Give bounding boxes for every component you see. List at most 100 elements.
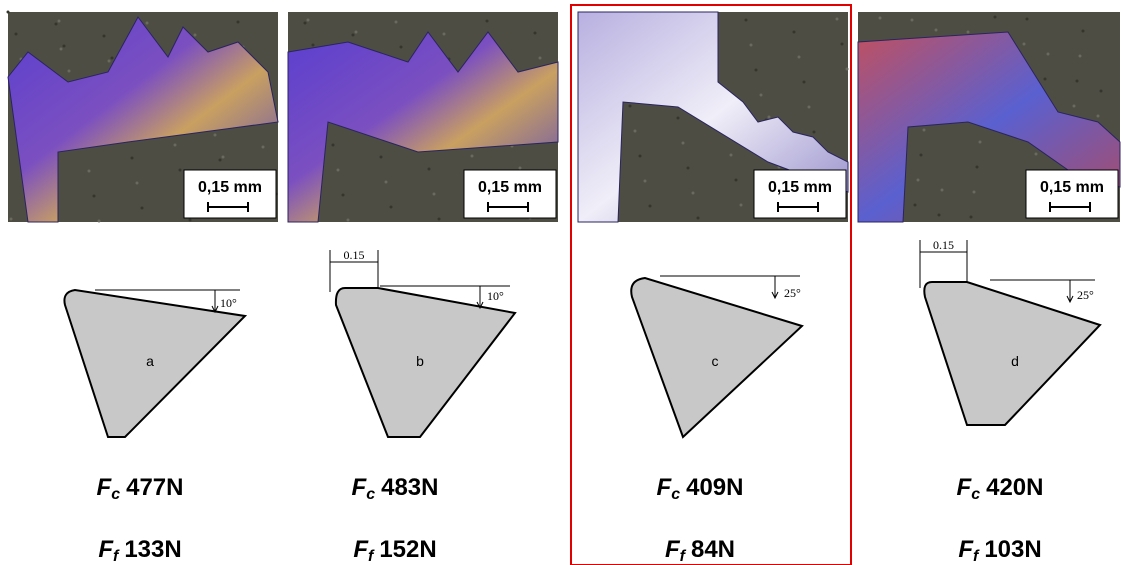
texture-speck xyxy=(332,144,335,147)
force-fc: Fc409N xyxy=(657,474,744,503)
texture-speck xyxy=(222,156,225,159)
texture-speck xyxy=(174,144,177,147)
texture-speck xyxy=(745,19,748,22)
texture-speck xyxy=(914,204,917,207)
texture-speck xyxy=(1079,55,1082,58)
force-value: 103N xyxy=(984,536,1041,563)
texture-speck xyxy=(347,219,350,222)
force-symbol: F xyxy=(352,474,368,501)
force-ff: Ff84N xyxy=(665,536,735,565)
scale-label: 0,15 mm xyxy=(768,179,832,196)
texture-speck xyxy=(60,48,63,51)
texture-speck xyxy=(237,21,240,24)
scale-label: 0,15 mm xyxy=(198,179,262,196)
texture-speck xyxy=(994,16,997,19)
texture-speck xyxy=(677,117,680,120)
texture-speck xyxy=(768,116,771,119)
texture-speck xyxy=(395,21,398,24)
scale-label: 0,15 mm xyxy=(478,179,542,196)
texture-speck xyxy=(433,193,436,196)
texture-speck xyxy=(55,23,58,26)
force-subscript: c xyxy=(971,486,980,503)
texture-speck xyxy=(935,29,938,32)
texture-speck xyxy=(836,18,839,21)
texture-speck xyxy=(639,155,642,158)
texture-speck xyxy=(189,219,192,222)
tool-label: a xyxy=(146,353,154,369)
micrograph: 0,15 mm xyxy=(858,12,1121,222)
texture-speck xyxy=(1026,18,1029,21)
texture-speck xyxy=(380,156,383,159)
angle-label: 10° xyxy=(220,296,237,310)
texture-speck xyxy=(841,43,844,46)
angle-label: 10° xyxy=(487,289,504,303)
texture-speck xyxy=(108,60,111,63)
texture-speck xyxy=(534,32,537,35)
texture-speck xyxy=(793,31,796,34)
texture-speck xyxy=(486,20,489,23)
angle-label: 25° xyxy=(784,286,801,300)
force-subscript: f xyxy=(113,548,120,565)
angle-arrow xyxy=(1067,280,1073,302)
texture-speck xyxy=(687,167,690,170)
force-value: 477N xyxy=(126,474,183,501)
chamfer-label: 0.15 xyxy=(344,248,365,262)
texture-speck xyxy=(10,218,13,221)
texture-speck xyxy=(385,181,388,184)
force-value: 133N xyxy=(124,536,181,563)
texture-speck xyxy=(1097,115,1100,118)
angle-arrow xyxy=(477,286,483,308)
force-value: 409N xyxy=(686,474,743,501)
texture-speck xyxy=(262,146,265,149)
texture-speck xyxy=(846,68,849,71)
force-subscript: f xyxy=(973,548,980,565)
texture-speck xyxy=(342,194,345,197)
force-subscript: f xyxy=(680,548,687,565)
texture-speck xyxy=(973,191,976,194)
angle-arrow xyxy=(772,276,778,298)
texture-speck xyxy=(539,57,542,60)
texture-speck xyxy=(1047,53,1050,56)
texture-speck xyxy=(63,45,66,48)
texture-speck xyxy=(7,11,10,14)
texture-speck xyxy=(304,22,307,25)
texture-speck xyxy=(917,179,920,182)
texture-speck xyxy=(1082,30,1085,33)
texture-speck xyxy=(194,34,197,37)
texture-speck xyxy=(390,206,393,209)
texture-speck xyxy=(337,169,340,172)
texture-speck xyxy=(443,33,446,36)
force-subscript: c xyxy=(366,486,375,503)
micrograph: 0,15 mm xyxy=(578,12,849,222)
force-value: 420N xyxy=(986,474,1043,501)
texture-speck xyxy=(740,204,743,207)
texture-speck xyxy=(941,189,944,192)
texture-speck xyxy=(15,33,18,36)
texture-speck xyxy=(730,154,733,157)
texture-speck xyxy=(649,205,652,208)
texture-speck xyxy=(813,131,816,134)
texture-speck xyxy=(400,46,403,49)
texture-speck xyxy=(1076,80,1079,83)
force-symbol: F xyxy=(958,536,974,563)
texture-speck xyxy=(179,169,182,172)
texture-speck xyxy=(68,70,71,73)
texture-speck xyxy=(755,69,758,72)
texture-speck xyxy=(634,130,637,133)
texture-speck xyxy=(307,19,310,22)
texture-speck xyxy=(923,129,926,132)
texture-speck xyxy=(428,168,431,171)
scale-label: 0,15 mm xyxy=(1040,179,1104,196)
tool-label: d xyxy=(1011,353,1019,369)
texture-speck xyxy=(98,220,101,223)
force-value: 483N xyxy=(381,474,438,501)
texture-speck xyxy=(629,105,632,108)
force-ff: Ff133N xyxy=(98,536,181,565)
texture-speck xyxy=(519,167,522,170)
texture-speck xyxy=(1035,153,1038,156)
texture-speck xyxy=(146,22,149,25)
